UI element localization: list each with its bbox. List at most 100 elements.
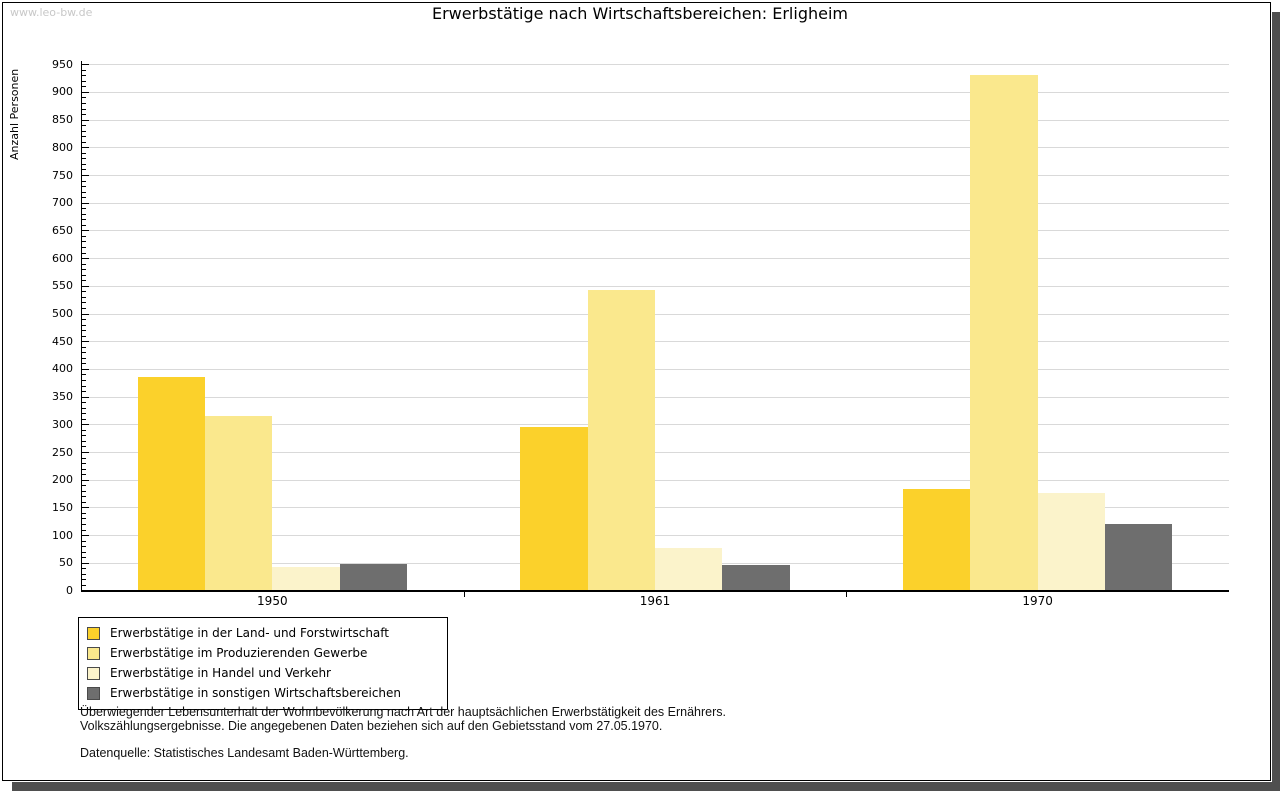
bar-1950-series3	[272, 566, 340, 590]
y-axis-tickmark	[82, 557, 86, 559]
gridline-600	[82, 258, 1229, 260]
y-axis-tickmark	[82, 64, 89, 66]
y-tick-label-850: 850	[52, 113, 73, 127]
y-axis-tickmark	[82, 302, 86, 304]
y-axis-tickmark	[82, 230, 89, 232]
y-axis-tickmark	[82, 324, 86, 326]
x-axis-line	[81, 590, 1229, 592]
gridline-550	[82, 285, 1229, 287]
legend-item-2: Erwerbstätige im Produzierenden Gewerbe	[87, 643, 447, 663]
y-tick-label-100: 100	[52, 528, 73, 542]
x-axis-divider-tick	[846, 591, 847, 597]
gridline-400	[82, 368, 1229, 370]
y-axis-tickmark	[82, 524, 86, 526]
y-axis-tickmark	[82, 413, 86, 415]
y-tick-label-650: 650	[52, 223, 73, 237]
y-tick-label-250: 250	[52, 445, 73, 459]
bar-1961-series4	[722, 565, 790, 590]
y-tick-label-550: 550	[52, 279, 73, 293]
gridline-800	[82, 147, 1229, 149]
y-axis-tickmark	[82, 291, 86, 293]
y-axis-tickmark	[82, 507, 89, 509]
y-axis-tickmark	[82, 452, 89, 453]
y-tick-label-350: 350	[52, 390, 73, 404]
y-axis-tickmark	[82, 529, 86, 531]
y-axis-tickmark	[82, 485, 86, 487]
y-tick-label-450: 450	[52, 334, 73, 348]
y-axis-tickmark	[82, 540, 86, 542]
bar-1950-series2	[205, 415, 273, 590]
legend-swatch-4	[87, 686, 100, 700]
y-axis-tickmark	[82, 241, 86, 243]
y-axis-tickmark	[82, 163, 86, 165]
y-axis-tickmark	[82, 219, 86, 221]
y-axis-tickmark	[82, 235, 86, 237]
y-axis-tickmark	[82, 496, 86, 498]
gridline-450	[82, 341, 1229, 343]
y-tick-label-700: 700	[52, 196, 73, 210]
gridline-950	[82, 64, 1229, 66]
y-axis-tickmark	[82, 357, 86, 359]
y-axis-tickmark	[82, 130, 86, 132]
legend-label-4: Erwerbstätige in sonstigen Wirtschaftsbe…	[110, 686, 402, 700]
plot-area	[81, 57, 1229, 597]
y-axis-tickmark	[82, 186, 86, 188]
y-tick-label-50: 50	[59, 556, 73, 570]
y-axis-tickmark	[82, 119, 89, 121]
y-axis-tickmark	[82, 330, 86, 332]
y-axis-tickmark	[82, 213, 86, 215]
y-axis-tickmark	[82, 202, 89, 204]
footer: Überwiegender Lebensunterhalt der Wohnbe…	[80, 705, 1180, 760]
bar-1970-series2	[970, 74, 1038, 590]
y-axis-tickmark	[82, 468, 86, 470]
y-axis-tickmark	[82, 535, 89, 537]
page-border-frame	[2, 2, 1271, 781]
watermark: www.leo-bw.de	[10, 6, 93, 19]
y-tick-label-150: 150	[52, 500, 73, 514]
legend-item-4: Erwerbstätige in sonstigen Wirtschaftsbe…	[87, 683, 447, 703]
y-axis-tickmark	[82, 440, 86, 442]
x-tick-label-1950: 1950	[257, 594, 288, 608]
gridline-500	[82, 313, 1229, 315]
legend-swatch-1	[87, 626, 100, 640]
gridline-650	[82, 230, 1229, 232]
bar-1970-series3	[1037, 493, 1105, 590]
x-tick-label-1961: 1961	[639, 594, 671, 608]
y-axis-tickmark	[82, 518, 86, 520]
y-tick-label-950: 950	[52, 57, 73, 71]
y-axis-tickmark	[82, 69, 86, 71]
y-axis-tickmark	[82, 247, 86, 249]
y-tick-label-0: 0	[66, 584, 73, 597]
y-axis-tickmark	[82, 568, 86, 570]
y-tick-label-200: 200	[52, 473, 73, 487]
legend-item-1: Erwerbstätige in der Land- und Forstwirt…	[87, 623, 447, 643]
y-axis-tickmark	[82, 368, 89, 370]
legend-swatch-3	[87, 666, 100, 680]
y-axis-tickmark	[82, 125, 86, 127]
y-axis-tickmark	[82, 429, 86, 431]
y-tick-label-500: 500	[52, 307, 73, 320]
y-axis-tickmark	[82, 285, 89, 287]
gridline-750	[82, 175, 1229, 176]
gridline-700	[82, 202, 1229, 204]
y-axis-tickmark	[82, 169, 86, 171]
y-tick-label-400: 400	[52, 362, 73, 376]
y-tick-label-800: 800	[52, 140, 73, 154]
y-axis-tickmark	[82, 418, 86, 420]
y-axis-tickmark	[82, 191, 86, 193]
y-axis-tickmark	[82, 224, 86, 226]
bar-1950-series4	[339, 563, 407, 590]
legend-label-1: Erwerbstätige in der Land- und Forstwirt…	[110, 626, 389, 640]
gridline-100	[82, 535, 1229, 537]
y-axis-tickmark	[82, 402, 86, 404]
gridline-850	[82, 119, 1229, 121]
footer-note-line2: Volkszählungsergebnisse. Die angegebenen…	[80, 719, 663, 733]
page-shadow-right	[1272, 12, 1280, 791]
y-axis-tickmark	[82, 341, 89, 343]
legend-label-2: Erwerbstätige im Produzierenden Gewerbe	[110, 646, 368, 660]
y-axis-tickmark	[82, 573, 86, 575]
y-axis-ticks: 0 50 100 150 200 250 300 350 400 450 500 550 600 650 7…	[0, 57, 76, 597]
y-axis-tickmark	[82, 307, 86, 309]
y-axis-tickmark	[82, 457, 86, 459]
